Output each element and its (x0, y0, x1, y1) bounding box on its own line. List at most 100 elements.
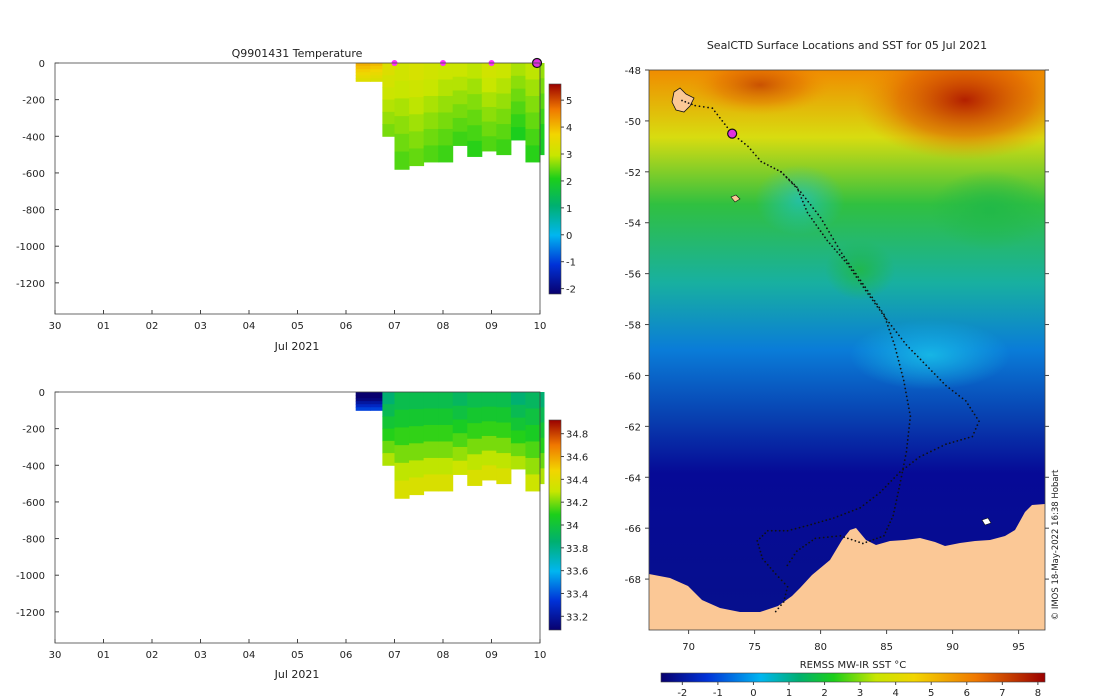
track-point (694, 104, 697, 107)
profile-cell (496, 453, 512, 469)
track-point (885, 321, 888, 323)
profile-cell (423, 145, 439, 163)
track-point (713, 110, 716, 113)
track-point (903, 463, 905, 466)
colorbar-tick-label: 33.6 (566, 567, 588, 578)
track-point (859, 506, 862, 509)
profile-cell (370, 401, 383, 405)
profile-cell (370, 69, 383, 73)
salinity-x-axis: 30 01 02 03 04 05 06 07 08 09 10 (49, 639, 546, 661)
track-point (887, 324, 889, 327)
profile-cell (510, 430, 526, 444)
seal-track (681, 99, 980, 613)
profile-cell (423, 424, 439, 442)
track-point (752, 151, 755, 154)
profile-cell (525, 424, 541, 442)
profile-cell (540, 453, 545, 469)
track-point (933, 373, 936, 375)
profile-cell (423, 79, 439, 97)
track-point (831, 535, 833, 538)
track-point (904, 455, 907, 457)
track-point (790, 181, 793, 183)
track-point (855, 276, 858, 278)
track-point (875, 494, 878, 496)
lon-tick-label: 80 (814, 642, 827, 653)
track-point (907, 431, 910, 433)
track-point (872, 538, 875, 541)
track-point (930, 450, 932, 453)
track-point (811, 539, 814, 542)
profile-cell (355, 69, 371, 73)
profile-cell (355, 401, 371, 405)
colorbar-tick-label: 4 (566, 123, 572, 134)
track-point (952, 441, 955, 443)
profile-cell (409, 80, 425, 98)
profile-cell (382, 416, 395, 430)
cyan-anomaly (755, 165, 845, 235)
track-point (967, 436, 970, 439)
profile-cell (394, 80, 410, 99)
profile-cell (438, 128, 454, 146)
track-point (806, 211, 809, 214)
track-point (769, 566, 772, 569)
track-point (905, 446, 908, 449)
profile-cell (525, 112, 541, 130)
track-point (967, 403, 969, 406)
track-point (898, 487, 900, 490)
track-point (740, 140, 743, 143)
y-tick-label: 0 (39, 59, 45, 70)
track-point (764, 560, 767, 563)
track-point (786, 529, 789, 532)
profile-cell (394, 63, 410, 82)
track-point (901, 375, 904, 378)
profile-cell (452, 76, 468, 91)
track-point (838, 253, 841, 256)
track-point (873, 299, 876, 302)
track-point (896, 355, 899, 358)
profile-cell (481, 421, 497, 437)
track-point (948, 387, 951, 390)
profile-cell (496, 392, 512, 408)
profile-cell (467, 407, 483, 424)
profile-cell (409, 443, 425, 461)
track-point (833, 248, 836, 251)
profile-cell (467, 63, 483, 80)
track-point (770, 165, 772, 168)
kerguelen-island (671, 87, 695, 113)
profile-cell (394, 116, 410, 135)
salinity-xlabel: Jul 2021 (274, 668, 320, 681)
track-point (894, 503, 897, 505)
profile-cell (540, 108, 545, 125)
track-point (915, 458, 918, 461)
profile-cell (355, 392, 371, 396)
profile-cell (452, 117, 468, 133)
track-point (905, 466, 908, 468)
x-tick-label: 30 (49, 321, 62, 332)
y-tick-label: -800 (22, 535, 45, 546)
profile-cell (540, 78, 545, 95)
track-point (791, 557, 793, 560)
track-point (889, 521, 892, 524)
track-point (928, 367, 930, 370)
profile-cell (510, 404, 526, 419)
track-point (799, 548, 801, 550)
track-point (853, 272, 855, 275)
track-point (905, 450, 908, 453)
track-point (878, 309, 881, 311)
profile-cell (438, 95, 454, 113)
track-point (862, 504, 865, 507)
lon-tick-label: 85 (880, 642, 893, 653)
track-point (822, 536, 825, 539)
x-tick-label: 09 (485, 650, 498, 661)
warm-anomaly (855, 70, 1045, 160)
profile-cell (370, 392, 383, 396)
track-point (788, 179, 791, 182)
track-point (960, 438, 962, 441)
track-point (819, 230, 822, 233)
track-point (903, 340, 905, 343)
salinity-colorbar (548, 419, 562, 631)
track-point (871, 299, 874, 302)
track-point (902, 467, 904, 470)
track-point (759, 550, 762, 553)
lat-tick-label: -68 (625, 575, 641, 586)
